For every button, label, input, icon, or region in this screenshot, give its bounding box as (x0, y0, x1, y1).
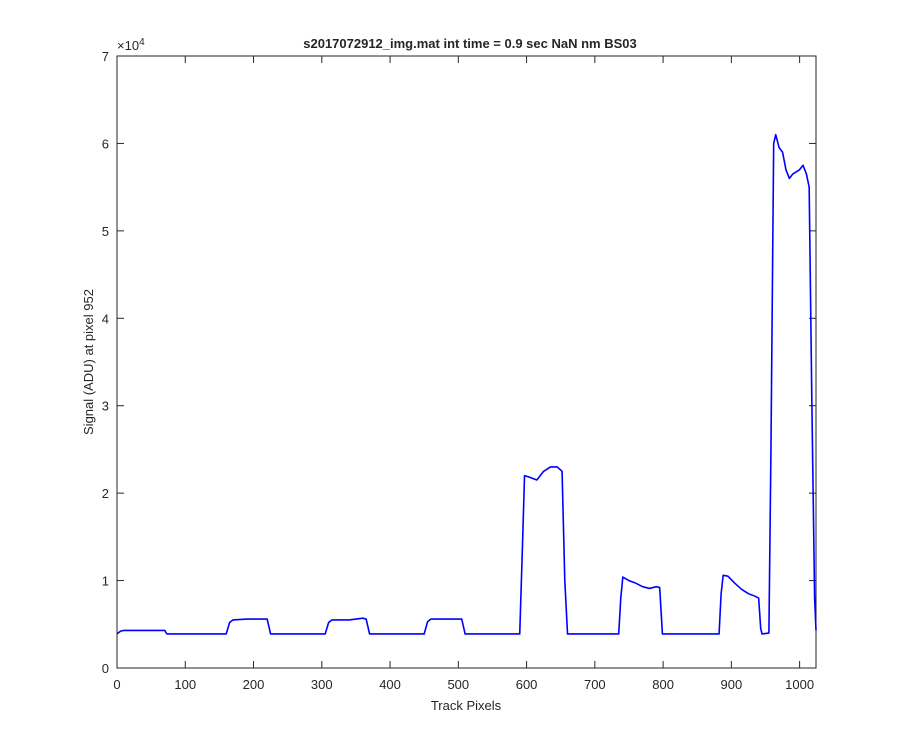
x-tick-label: 400 (379, 677, 401, 692)
x-tick-label: 500 (447, 677, 469, 692)
x-tick-label: 600 (516, 677, 538, 692)
x-axis-label: Track Pixels (431, 698, 502, 713)
x-tick-label: 700 (584, 677, 606, 692)
y-tick-label: 1 (102, 574, 109, 589)
x-tick-label: 800 (652, 677, 674, 692)
y-tick-label: 4 (102, 311, 109, 326)
y-tick-label: 6 (102, 136, 109, 151)
y-exponent-power: 4 (139, 37, 145, 48)
x-tick-label: 0 (113, 677, 120, 692)
y-tick-label: 5 (102, 224, 109, 239)
y-tick-label: 0 (102, 661, 109, 676)
chart-title: s2017072912_img.mat int time = 0.9 sec N… (303, 36, 637, 51)
data-line (116, 133, 817, 635)
x-tick-label: 200 (243, 677, 265, 692)
x-tick-label: 100 (174, 677, 196, 692)
y-exponent: ×104 (117, 37, 145, 53)
y-tick-label: 7 (102, 49, 109, 64)
x-tick-label: 300 (311, 677, 333, 692)
y-tick-label: 3 (102, 399, 109, 414)
y-tick-label: 2 (102, 486, 109, 501)
plot-box (116, 55, 817, 669)
y-axis-label: Signal (ADU) at pixel 952 (81, 289, 96, 435)
y-exponent-base: ×10 (117, 38, 139, 53)
x-tick-label: 1000 (785, 677, 814, 692)
x-tick-label: 900 (721, 677, 743, 692)
